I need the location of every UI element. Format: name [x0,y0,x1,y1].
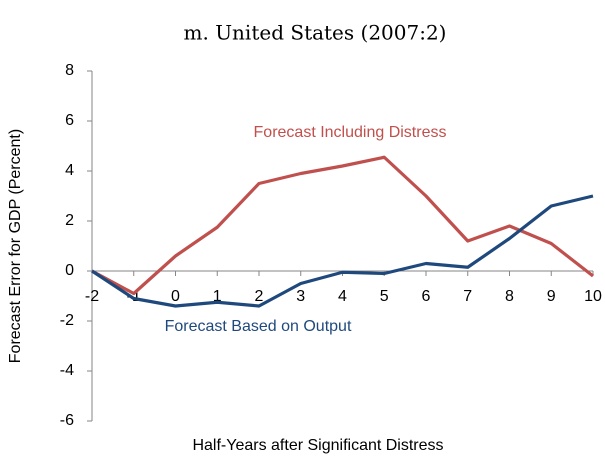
y-tick-label: 4 [65,162,74,179]
x-axis-label: Half-Years after Significant Distress [192,437,443,454]
series-label: Forecast Based on Output [165,318,352,335]
x-tick-label: 6 [422,288,431,305]
y-tick-label: 0 [65,262,74,279]
y-tick-label: 2 [65,212,74,229]
x-tick-label: 0 [171,288,180,305]
x-tick-label: 3 [296,288,305,305]
y-tick-label: 6 [65,112,74,129]
series-line [91,155,594,296]
x-tick-label: 2 [255,288,264,305]
y-tick-label: -2 [60,312,74,329]
x-tick-label: 5 [380,288,389,305]
x-tick-label: -2 [85,288,99,305]
x-tick-label: 7 [463,288,472,305]
y-axis-label: Forecast Error for GDP (Percent) [7,129,24,363]
chart-title: m. United States (2007:2) [184,21,447,45]
x-tick-label: 1 [213,288,222,305]
x-tick-label: 8 [505,288,514,305]
series-label: Forecast Including Distress [254,124,447,141]
x-tick-label: 10 [584,288,602,305]
y-tick-label: 8 [65,62,74,79]
x-tick-label: 4 [338,288,347,305]
y-tick-label: -4 [60,362,74,379]
y-tick-label: -6 [60,412,74,429]
x-tick-label: 9 [547,288,556,305]
series-line [91,194,594,308]
